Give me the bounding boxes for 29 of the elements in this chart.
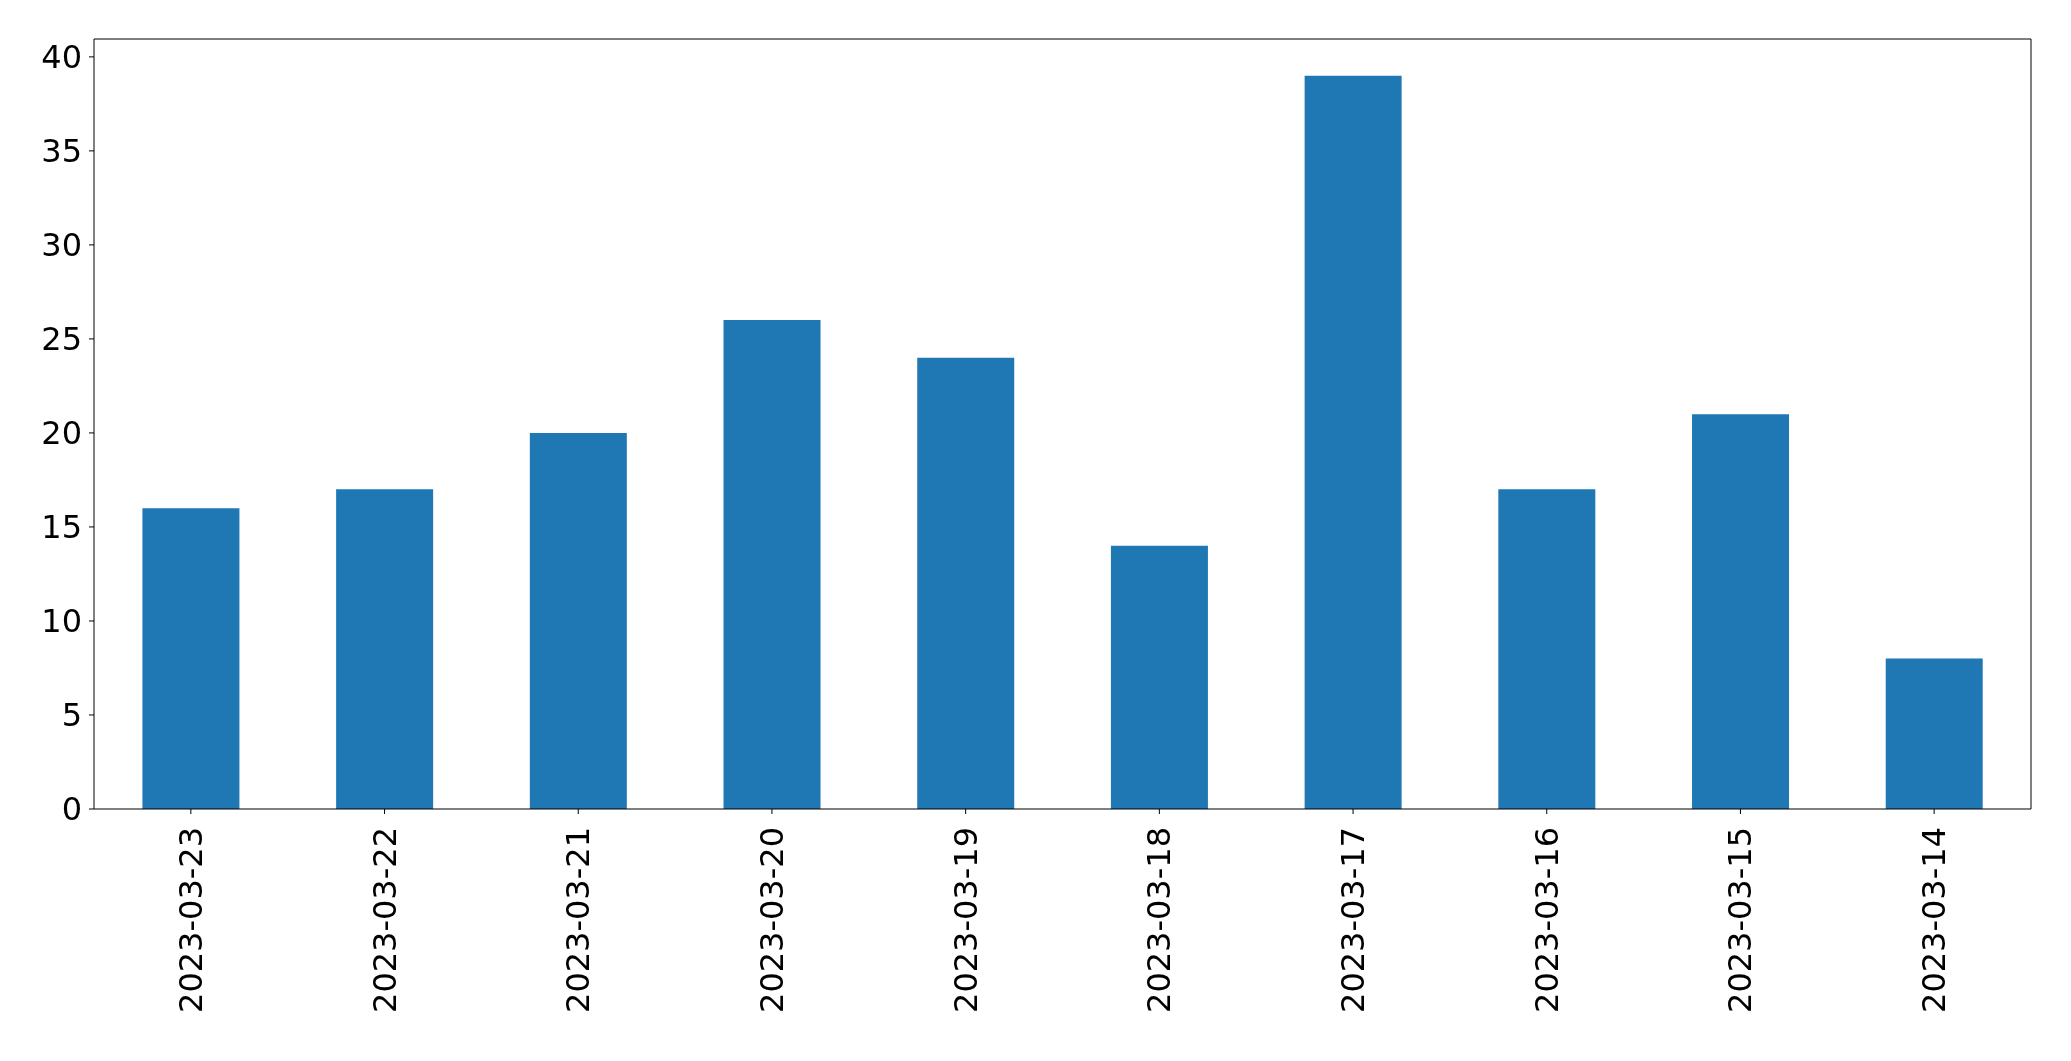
x-tick-label: 2023-03-22 — [365, 827, 404, 1013]
y-tick-label: 35 — [41, 132, 82, 171]
x-tick-label: 2023-03-17 — [1334, 827, 1373, 1013]
x-tick-label: 2023-03-23 — [171, 827, 210, 1013]
bar — [1110, 545, 1208, 809]
bar — [1692, 414, 1790, 809]
y-tick-label: 40 — [41, 38, 82, 77]
y-tick-label: 25 — [41, 320, 82, 359]
bar — [529, 432, 627, 809]
y-tick-label: 20 — [41, 414, 82, 453]
bar — [723, 320, 821, 809]
x-tick-label: 2023-03-19 — [946, 827, 985, 1013]
x-tick-label: 2023-03-21 — [559, 827, 598, 1013]
y-tick-label: 15 — [41, 508, 82, 547]
y-tick-label: 0 — [61, 790, 82, 829]
bar — [336, 489, 434, 809]
x-tick-label: 2023-03-18 — [1140, 827, 1179, 1013]
y-tick-label: 10 — [41, 602, 82, 641]
bar — [917, 357, 1015, 809]
bar — [1498, 489, 1596, 809]
bar — [1885, 658, 1983, 809]
y-tick-label: 30 — [41, 226, 82, 265]
x-tick-label: 2023-03-15 — [1721, 827, 1760, 1013]
bar — [142, 508, 240, 809]
x-tick-label: 2023-03-14 — [1915, 827, 1954, 1013]
x-tick-label: 2023-03-20 — [752, 827, 791, 1013]
y-tick-label: 5 — [61, 696, 82, 735]
bar — [1304, 75, 1402, 809]
x-tick-label: 2023-03-16 — [1527, 827, 1566, 1013]
